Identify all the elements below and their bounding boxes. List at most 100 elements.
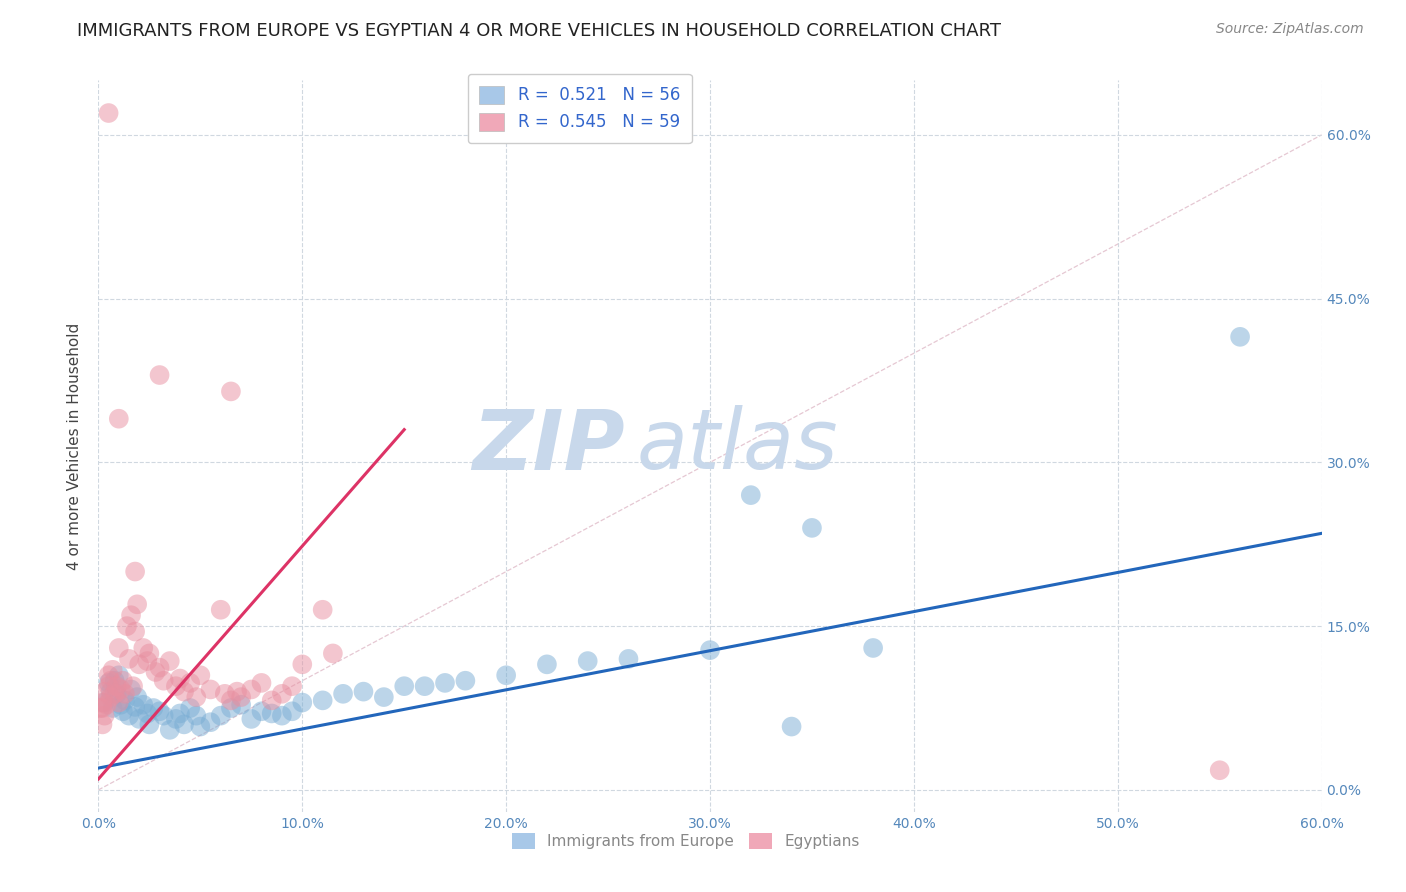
Point [91,717,114,731]
Point [136,706,159,721]
Point [104,673,127,688]
Point [250,704,273,718]
Point [111,673,134,688]
Point [93,684,115,698]
Point [165,712,187,726]
Point [413,679,436,693]
Point [108,668,131,682]
Point [270,687,294,701]
Point [862,640,884,655]
Point [291,696,314,710]
Point [159,654,181,668]
Point [454,673,477,688]
Point [122,679,145,693]
Point [118,652,141,666]
Point [128,657,150,672]
Point [105,679,128,693]
Point [101,701,124,715]
Point [576,654,599,668]
Point [219,701,242,715]
Point [373,690,395,704]
Point [89,701,111,715]
Point [270,708,294,723]
Point [152,708,174,723]
Point [159,723,181,737]
Point [536,657,558,672]
Point [100,690,122,704]
Point [138,717,160,731]
Point [332,687,354,701]
Point [136,654,159,668]
Point [108,696,131,710]
Point [127,597,149,611]
Text: atlas: atlas [637,406,838,486]
Point [312,603,335,617]
Point [179,676,201,690]
Point [169,706,191,721]
Point [105,687,128,701]
Point [149,660,172,674]
Point [93,708,115,723]
Point [434,676,457,690]
Point [120,682,142,697]
Point [110,698,132,712]
Point [209,603,232,617]
Point [200,715,222,730]
Point [291,657,314,672]
Point [173,684,195,698]
Point [231,698,253,712]
Point [617,652,640,666]
Point [1229,330,1251,344]
Point [1209,763,1232,777]
Point [231,690,253,704]
Point [111,704,134,718]
Point [96,698,118,712]
Point [149,368,172,382]
Point [124,700,146,714]
Text: IMMIGRANTS FROM EUROPE VS EGYPTIAN 4 OR MORE VEHICLES IN HOUSEHOLD CORRELATION C: IMMIGRANTS FROM EUROPE VS EGYPTIAN 4 OR … [77,22,1001,40]
Point [214,687,236,701]
Point [128,712,150,726]
Point [108,411,131,425]
Point [281,704,304,718]
Point [108,640,131,655]
Point [352,684,374,698]
Point [188,668,212,682]
Point [173,717,195,731]
Y-axis label: 4 or more Vehicles in Household: 4 or more Vehicles in Household [67,322,83,570]
Point [132,640,155,655]
Point [186,708,208,723]
Point [97,668,120,682]
Point [97,106,120,120]
Point [209,708,232,723]
Point [165,679,187,693]
Point [91,696,114,710]
Point [101,663,124,677]
Point [240,712,263,726]
Text: Source: ZipAtlas.com: Source: ZipAtlas.com [1216,22,1364,37]
Point [120,608,142,623]
Point [281,679,304,693]
Point [226,684,249,698]
Point [149,704,172,718]
Point [240,682,263,697]
Point [127,690,149,704]
Point [124,624,146,639]
Point [110,682,132,697]
Point [312,693,335,707]
Point [132,698,155,712]
Point [260,706,283,721]
Point [97,676,120,690]
Legend: Immigrants from Europe, Egyptians: Immigrants from Europe, Egyptians [506,827,866,855]
Point [138,647,160,661]
Point [104,687,127,701]
Point [219,384,242,399]
Point [169,672,191,686]
Point [145,665,167,679]
Text: ZIP: ZIP [472,406,624,486]
Point [142,701,165,715]
Point [124,565,146,579]
Point [186,690,208,704]
Point [260,693,283,707]
Point [100,673,122,688]
